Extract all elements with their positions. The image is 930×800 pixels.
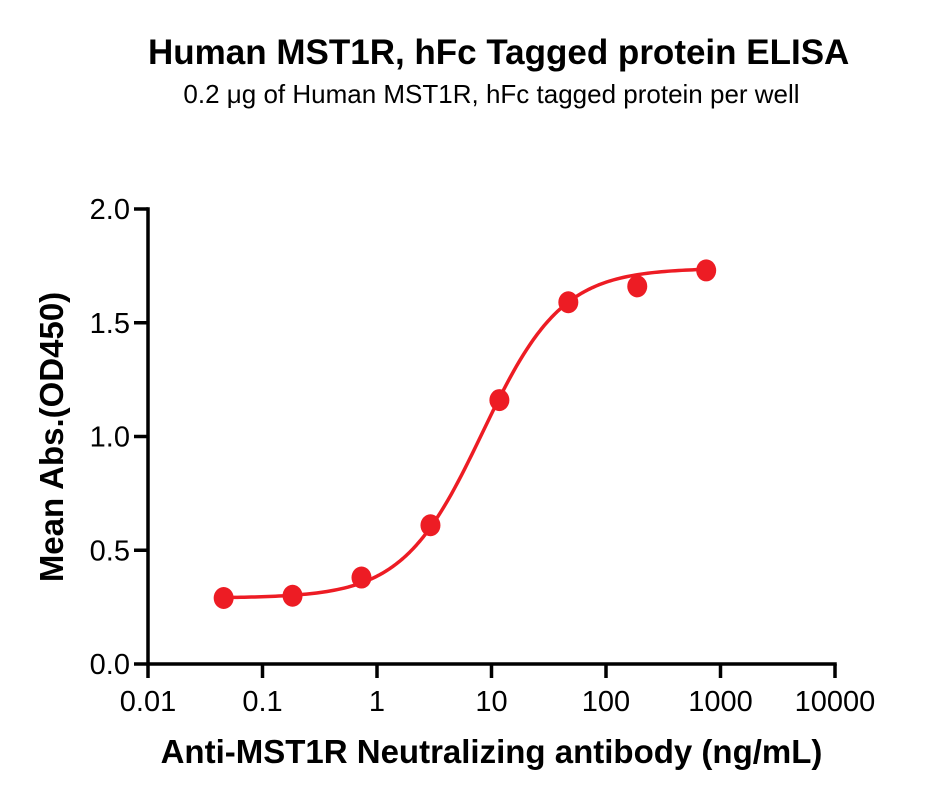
x-tick-label: 0.1 (242, 686, 282, 718)
x-tick-label: 1000 (688, 686, 753, 718)
y-tick-label: 0.5 (90, 535, 130, 567)
x-axis-label: Anti-MST1R Neutralizing antibody (ng/mL) (160, 733, 823, 770)
data-point (489, 389, 510, 412)
x-tick-label: 10 (475, 686, 507, 718)
chart-title: Human MST1R, hFc Tagged protein ELISA (148, 33, 850, 72)
data-point (282, 584, 303, 607)
chart-subtitle: 0.2 μg of Human MST1R, hFc tagged protei… (183, 79, 800, 109)
y-tick-label: 1.5 (90, 308, 130, 340)
data-point (696, 259, 717, 282)
data-point (213, 587, 234, 610)
x-tick-label: 1 (369, 686, 385, 718)
x-tick-label: 0.01 (120, 686, 176, 718)
y-tick-label: 2.0 (90, 194, 130, 226)
y-tick-label: 1.0 (90, 422, 130, 454)
data-point (420, 514, 441, 537)
data-point (627, 275, 648, 298)
data-point (558, 291, 579, 314)
y-tick-label: 0.0 (90, 649, 130, 681)
x-tick-label: 10000 (795, 686, 876, 718)
data-point (351, 566, 372, 589)
fit-curve (221, 267, 708, 600)
x-tick-label: 100 (582, 686, 630, 718)
